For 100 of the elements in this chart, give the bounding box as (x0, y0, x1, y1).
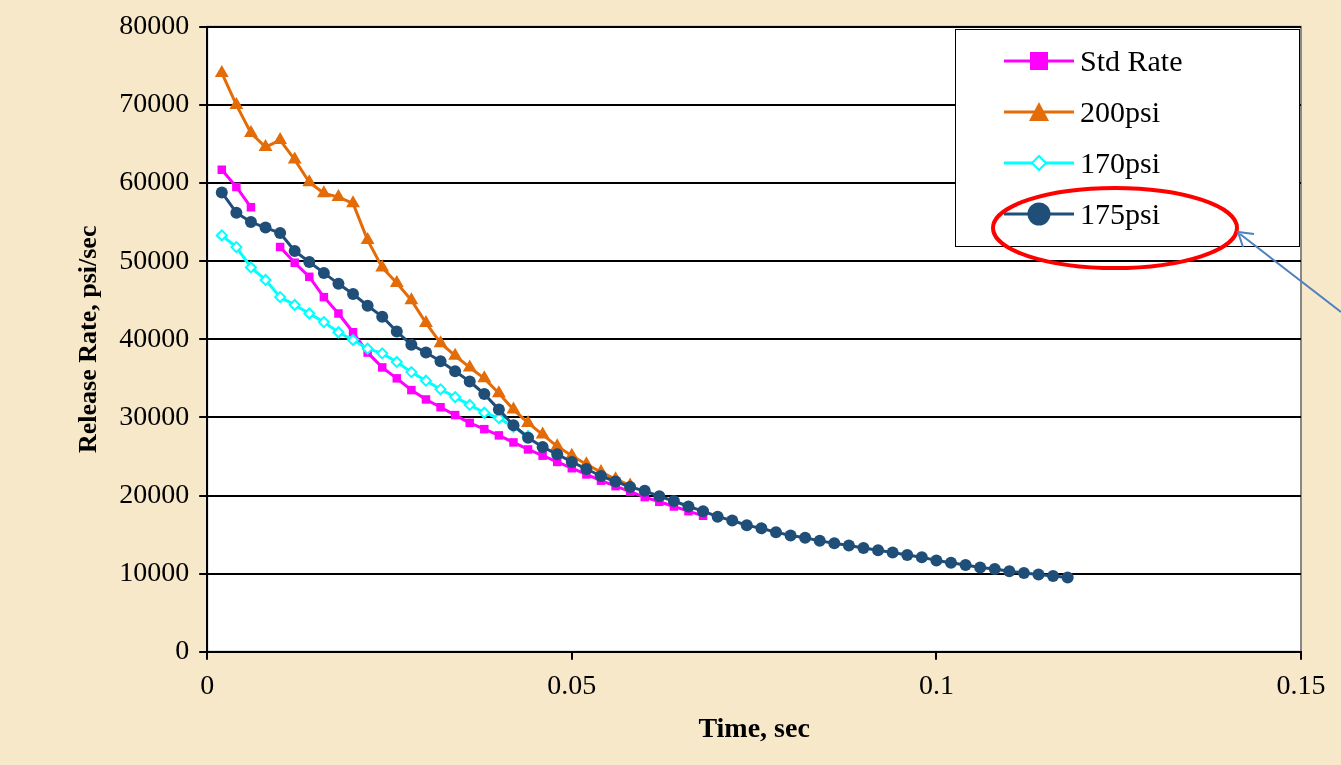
point (1032, 568, 1045, 581)
point (769, 526, 782, 539)
point (872, 544, 885, 557)
point (302, 174, 317, 187)
legend-label: 170psi (1080, 146, 1161, 181)
point (478, 406, 491, 419)
point (726, 514, 739, 527)
point (638, 484, 651, 497)
point (332, 277, 345, 290)
x-tick-label: 0 (200, 668, 215, 700)
point (1047, 570, 1060, 583)
point (449, 365, 462, 378)
point (347, 287, 360, 300)
point (375, 259, 390, 272)
point (842, 539, 855, 552)
point (303, 307, 316, 320)
point (509, 438, 518, 447)
point (232, 182, 241, 192)
point (434, 383, 447, 396)
point (974, 561, 987, 574)
point (813, 534, 826, 547)
point (214, 64, 229, 77)
point (316, 185, 331, 198)
point (421, 395, 431, 404)
point (462, 359, 477, 372)
point (377, 363, 387, 372)
point (259, 221, 272, 234)
point (405, 338, 418, 351)
y-tick-label: 70000 (119, 87, 190, 119)
point (755, 522, 768, 535)
point (376, 347, 389, 360)
point (376, 310, 389, 323)
point (360, 232, 375, 245)
point (288, 298, 301, 311)
point (506, 401, 521, 414)
point (609, 475, 622, 488)
point (463, 398, 476, 411)
point (305, 272, 314, 282)
point (274, 291, 287, 304)
point (711, 510, 724, 523)
x-tick-label: 0.15 (1276, 668, 1326, 700)
point (419, 314, 433, 327)
point (536, 441, 549, 454)
point (494, 431, 504, 440)
point (405, 366, 418, 379)
x-axis-title: Time, sec (698, 712, 810, 744)
point (492, 403, 505, 416)
point (886, 546, 899, 559)
point (433, 335, 448, 348)
point (523, 445, 533, 454)
point (317, 316, 330, 329)
point (404, 292, 419, 305)
point (465, 418, 474, 428)
y-tick-label: 0 (175, 634, 190, 666)
point (361, 299, 374, 312)
point (392, 374, 402, 383)
y-tick-label: 40000 (119, 321, 190, 353)
point (959, 559, 972, 572)
y-tick-label: 50000 (119, 243, 190, 275)
point (901, 548, 914, 561)
point (491, 385, 506, 398)
point (565, 455, 578, 468)
legend-label: Std Rate (1080, 44, 1183, 79)
point (244, 125, 258, 138)
point (1003, 565, 1016, 578)
point (419, 374, 432, 387)
y-tick-label: 60000 (119, 165, 190, 197)
point (389, 275, 404, 288)
point (229, 96, 244, 109)
point (480, 424, 489, 434)
legend-label: 200psi (1080, 95, 1161, 130)
point (288, 245, 301, 258)
point (259, 273, 272, 286)
point (463, 375, 476, 388)
point (244, 261, 257, 274)
point (799, 531, 812, 544)
point (1061, 571, 1074, 584)
point (667, 495, 680, 508)
point (915, 551, 928, 564)
point (828, 537, 841, 550)
point (944, 556, 957, 569)
point (246, 203, 256, 212)
y-axis-title: Release Rate, psi/sec (73, 225, 103, 454)
y-tick-label: 30000 (119, 399, 190, 431)
point (551, 448, 564, 461)
point (448, 347, 463, 360)
point (346, 195, 360, 208)
point (273, 132, 288, 145)
point (215, 186, 228, 199)
point (331, 189, 346, 202)
point (436, 403, 445, 412)
point (653, 490, 666, 503)
point (290, 258, 299, 267)
point (930, 554, 943, 567)
point (230, 241, 243, 254)
point (740, 519, 753, 532)
point (784, 529, 797, 542)
point (317, 266, 330, 279)
point (303, 255, 316, 268)
point (274, 227, 287, 240)
